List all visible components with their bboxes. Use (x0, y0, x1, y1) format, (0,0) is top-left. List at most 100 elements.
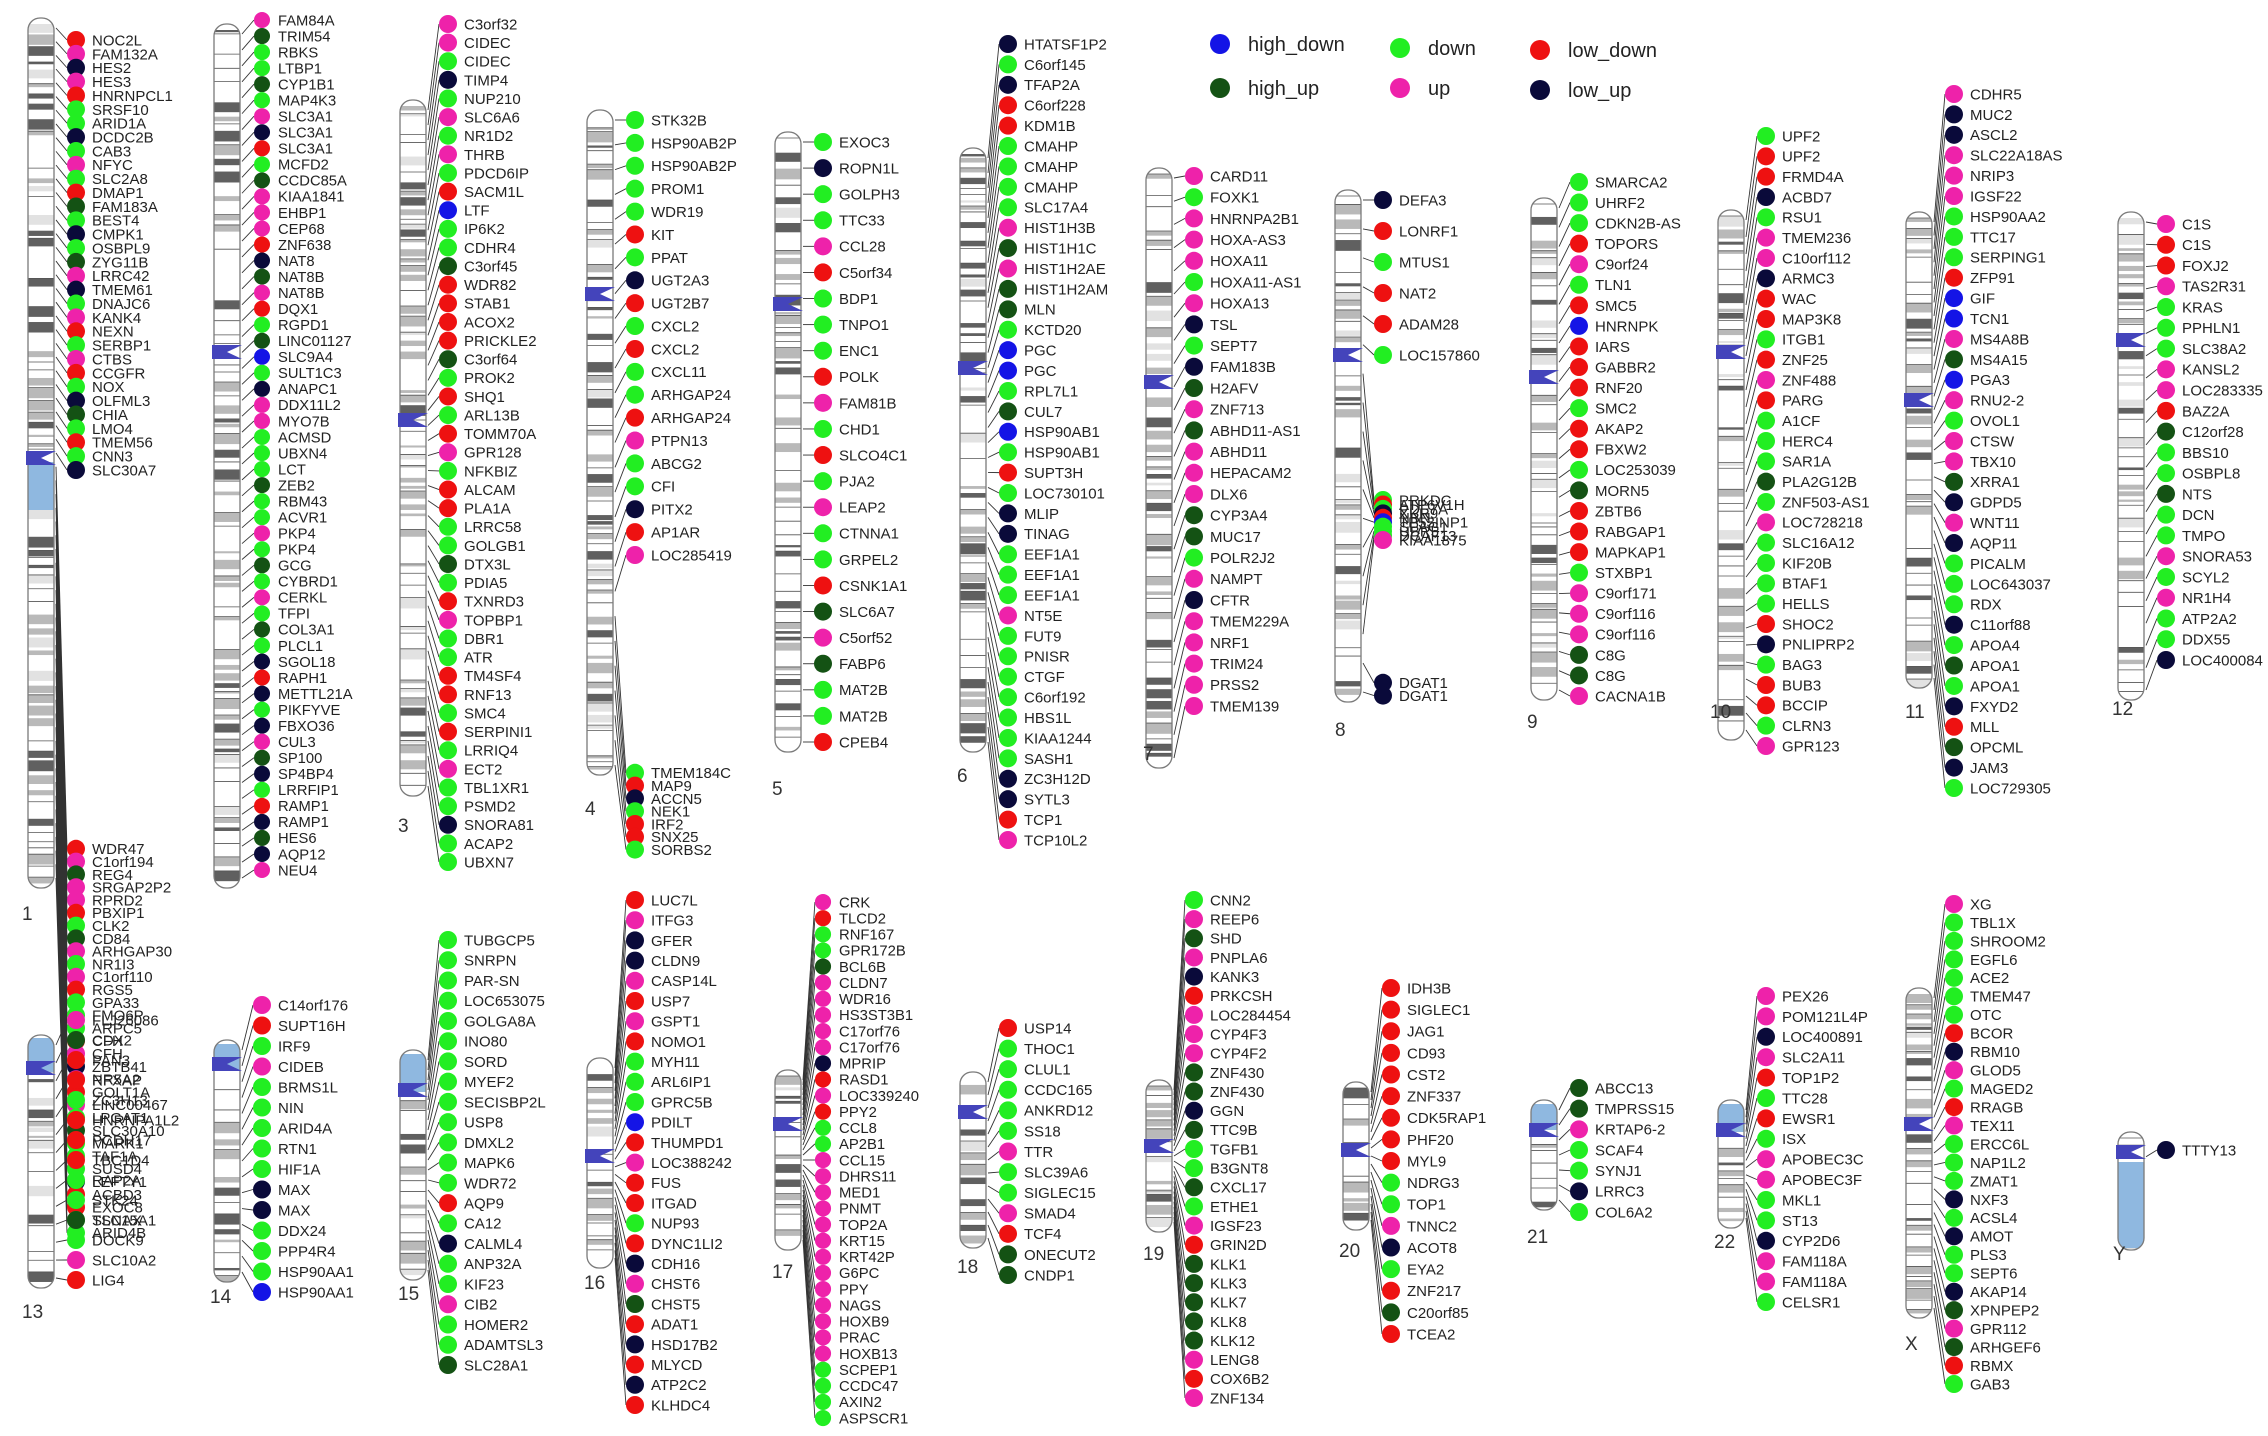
gene-label: ZBTB6 (1595, 503, 1642, 520)
gene-connector (1933, 216, 1946, 303)
gene-connector (1933, 257, 1946, 330)
gene-connector (241, 35, 255, 51)
gene-label: CSNK1A1 (839, 578, 907, 595)
gene-marker (2157, 1141, 2175, 1159)
gene-marker (1382, 1130, 1400, 1149)
gene-label: SLC22A18AS (1970, 148, 2063, 165)
gene-connector (1173, 1072, 1186, 1136)
gene-marker (1945, 1005, 1963, 1024)
gene-label: C17orf76 (839, 1040, 900, 1056)
gene-marker (439, 499, 457, 518)
gene-connector (427, 265, 440, 306)
gene-connector (802, 1014, 816, 1116)
gene-marker (439, 951, 457, 970)
gene-label: CTNNA1 (839, 526, 899, 543)
gene-marker (2157, 567, 2175, 586)
gene-connector (241, 164, 255, 178)
chromosome-11: 11CDHR5MUC2ASCL2SLC22A18ASNRIP3IGSF22HSP… (1904, 85, 2063, 797)
gene-marker (67, 916, 85, 935)
gene-label: KLK8 (1210, 1314, 1247, 1331)
gene-marker (1757, 249, 1775, 267)
gene-marker (253, 204, 271, 221)
gene-connector (427, 770, 440, 844)
gene-connector (1745, 176, 1758, 255)
gene-connector (241, 388, 255, 401)
gene-label: GFER (651, 933, 693, 950)
gene-connector (1745, 1189, 1758, 1221)
gene-label: CUL3 (278, 735, 316, 751)
gene-connector (427, 377, 440, 396)
gene-marker (626, 1113, 644, 1132)
gene-marker (2157, 526, 2175, 545)
chromosome-bands (1718, 1100, 1744, 1228)
legend-label-up: up (1428, 78, 1450, 100)
gene-marker (626, 951, 644, 970)
gene-label: ACBD3 (92, 1187, 142, 1204)
gene-label: ZMAT1 (1970, 1173, 2018, 1190)
gene-label: SMC5 (1595, 298, 1637, 315)
gene-label: PPP4R4 (278, 1243, 336, 1260)
gene-label: TBC1D4 (92, 1152, 150, 1169)
gene-connector (1173, 938, 1186, 1101)
gene-marker (999, 504, 1017, 523)
gene-label: SLC30A10 (92, 1123, 165, 1140)
gene-marker (1570, 481, 1588, 500)
gene-connector (987, 1089, 1000, 1122)
gene-connector (614, 1081, 627, 1137)
gene-marker (1570, 296, 1588, 315)
gene-connector (987, 741, 1000, 841)
gene-marker (253, 781, 271, 798)
gene-marker (1185, 1274, 1203, 1293)
gene-label: LOC157860 (1399, 347, 1480, 364)
gene-label: ISX (1782, 1131, 1806, 1148)
gene-marker (2157, 547, 2175, 566)
gene-marker (439, 201, 457, 220)
gene-marker (999, 831, 1017, 849)
gene-connector (1362, 228, 1375, 232)
gene-label: ITGB1 (1782, 332, 1825, 349)
gene-marker (626, 1153, 644, 1172)
gene-label: SLC30A7 (92, 462, 156, 479)
gene-connector (1558, 531, 1571, 537)
gene-connector (987, 1069, 1000, 1109)
gene-label: PBXIP1 (92, 905, 145, 922)
gene-marker (1570, 563, 1588, 582)
gene-label: PROM1 (651, 181, 704, 198)
gene-marker (626, 911, 644, 930)
gene-marker (1757, 228, 1775, 247)
gene-marker (1757, 208, 1775, 227)
centromere (1529, 370, 1559, 384)
gene-connector (1173, 430, 1186, 457)
gene-label: CCL8 (839, 1121, 877, 1137)
gene-connector (1173, 1014, 1186, 1121)
gene-connector (1745, 257, 1758, 323)
gene-marker (1185, 1254, 1203, 1273)
gene-marker (1757, 533, 1775, 552)
gene-marker (439, 931, 457, 949)
gene-label: CCL28 (839, 239, 886, 256)
gene-marker (2157, 256, 2175, 275)
chromosome-name: 5 (772, 779, 783, 800)
gene-label: PSMD2 (464, 799, 516, 816)
gene-connector (241, 19, 255, 35)
gene-connector (241, 677, 255, 688)
gene-connector (1558, 572, 1571, 575)
gene-marker (1185, 967, 1203, 986)
gene-connector (1558, 448, 1571, 459)
gene-connector (55, 68, 68, 82)
chromosome-4: 4STK32BHSP90AB2PHSP90AB2PPROM1WDR19KITPP… (585, 109, 737, 859)
gene-label: UBR5 (1399, 524, 1439, 541)
gene-marker (999, 96, 1017, 115)
gene-connector (1558, 243, 1571, 267)
gene-marker (67, 391, 85, 410)
gene-marker (1945, 1135, 1963, 1153)
gene-connector (1173, 260, 1186, 272)
gene-connector (1558, 387, 1571, 402)
gene-marker (814, 211, 832, 230)
gene-label: CFH (92, 1033, 123, 1050)
chromosome-outline (213, 1039, 241, 1283)
gene-label: MAP9 (651, 778, 692, 795)
gene-connector (987, 487, 1000, 494)
chromosome-name: X (1905, 1334, 1918, 1355)
